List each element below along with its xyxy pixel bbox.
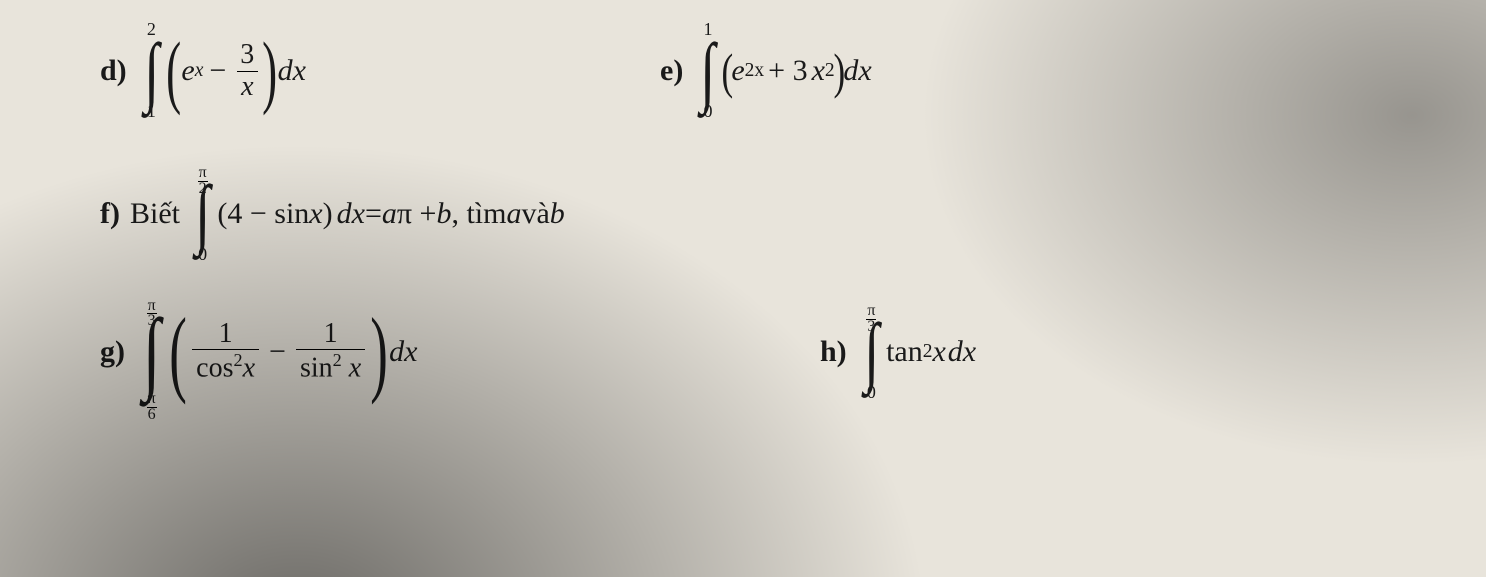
post-text: , tìm: [451, 197, 506, 231]
dx-h: dx: [948, 335, 976, 369]
expr-d: 2 ∫ 1 ( ex − 3 x ) dx: [137, 20, 306, 122]
minus-g: −: [269, 335, 286, 369]
integrand-x: x: [309, 197, 322, 231]
e-exp: x: [195, 60, 204, 82]
lparen-g: (: [169, 316, 187, 388]
int-symbol: ∫: [144, 40, 159, 102]
lower-g-den: 6: [147, 407, 157, 422]
lparen: (: [166, 40, 181, 102]
int-symbol: ∫: [195, 182, 210, 244]
frac-3x: 3 x: [236, 40, 258, 103]
cos-exp: 2: [234, 350, 243, 370]
item-d: d) 2 ∫ 1 ( ex − 3 x ) dx: [100, 20, 660, 122]
math-exercise-page: d) 2 ∫ 1 ( ex − 3 x ) dx e): [0, 0, 1486, 577]
int-symbol: ∫: [143, 315, 161, 389]
e2x-base: e: [731, 54, 744, 88]
lparen-e: (: [721, 51, 733, 91]
den-x: x: [237, 71, 257, 103]
frac-sin: 1 sin2 x: [296, 319, 365, 385]
expr-f: π 2 ∫ 0 (4 − sin x) dx = aπ + b: [188, 162, 451, 264]
integral-g: π 3 ∫ π 6: [139, 295, 164, 409]
post-and: và: [521, 197, 549, 231]
dx-e: dx: [843, 54, 871, 88]
expr-g: π 3 ∫ π 6 ( 1 cos: [135, 295, 417, 409]
rparen: ): [262, 40, 277, 102]
minus-d: −: [209, 54, 226, 88]
integral-e: 1 ∫ 0: [697, 20, 718, 122]
cos-var: x: [243, 353, 255, 384]
expr-e: 1 ∫ 0 ( e2x + 3x2 ) dx: [693, 20, 871, 122]
frac-cos: 1 cos2x: [192, 319, 259, 385]
row-g-h: g) π 3 ∫ π 6: [100, 295, 1426, 409]
plus-3: + 3: [768, 54, 807, 88]
integral-h: π 3 ∫ 0: [861, 300, 882, 402]
row-f: f) Biết π 2 ∫ 0 (4 − sin x) dx = aπ + b: [100, 162, 1426, 264]
dx-g: dx: [389, 335, 417, 369]
tan-var: x: [932, 335, 945, 369]
num1-g: 1: [215, 319, 237, 350]
integrand-close: ): [323, 197, 333, 231]
num2-g: 1: [320, 319, 342, 350]
label-e: e): [660, 54, 683, 88]
rhs-pi-plus: π +: [397, 197, 437, 231]
dx-d: dx: [278, 54, 306, 88]
den-cos: cos2x: [192, 349, 259, 384]
label-g: g): [100, 335, 125, 369]
e-base: e: [181, 54, 194, 88]
label-f: f): [100, 197, 120, 231]
e2x-exp: 2x: [745, 60, 765, 82]
integral-d: 2 ∫ 1: [141, 20, 162, 122]
item-g: g) π 3 ∫ π 6: [100, 295, 820, 409]
rhs-a: a: [382, 197, 397, 231]
biet-text: Biết: [130, 197, 180, 231]
sin-fn: sin: [300, 353, 333, 384]
label-h: h): [820, 335, 847, 369]
dx-f: dx: [337, 197, 365, 231]
post-b: b: [550, 197, 565, 231]
int-symbol: ∫: [701, 40, 716, 102]
rparen-e: ): [833, 51, 845, 91]
tan-fn: tan: [886, 335, 923, 369]
tan-exp: 2: [923, 341, 933, 363]
item-f: f) Biết π 2 ∫ 0 (4 − sin x) dx = aπ + b: [100, 162, 565, 264]
eq-f: =: [365, 197, 382, 231]
num-3: 3: [236, 40, 258, 71]
rparen-g: ): [370, 316, 388, 388]
x2-base: x: [812, 54, 825, 88]
integrand-open: (4 − sin: [217, 197, 309, 231]
den-sin: sin2 x: [296, 349, 365, 384]
row-d-e: d) 2 ∫ 1 ( ex − 3 x ) dx e): [100, 20, 1426, 122]
sin-var: x: [349, 353, 361, 384]
rhs-b: b: [436, 197, 451, 231]
cos-fn: cos: [196, 353, 233, 384]
int-symbol: ∫: [864, 320, 879, 382]
item-h: h) π 3 ∫ 0 tan2x dx: [820, 300, 1426, 402]
sin-exp: 2: [333, 350, 342, 370]
expr-h: π 3 ∫ 0 tan2x dx: [857, 300, 976, 402]
item-e: e) 1 ∫ 0 ( e2x + 3x2 ) dx: [660, 20, 1426, 122]
post-a: a: [506, 197, 521, 231]
label-d: d): [100, 54, 127, 88]
integral-f: π 2 ∫ 0: [192, 162, 213, 264]
